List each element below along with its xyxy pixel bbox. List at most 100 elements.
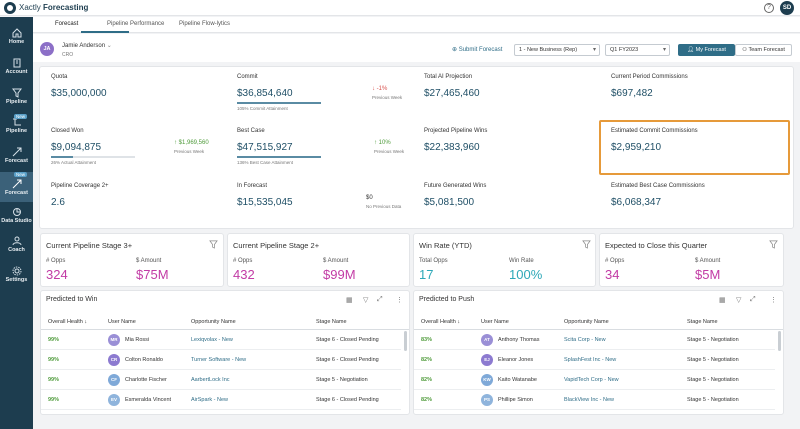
table-row[interactable]: 99% EV Esmeralda Vincent AirSpark - New Stag… [41, 390, 401, 410]
column-header[interactable]: User Name [108, 319, 136, 325]
tab-forecast[interactable]: Forecast [55, 21, 79, 27]
opportunity-link[interactable]: AarbertLock Inc [191, 377, 230, 383]
column-header[interactable]: Opportunity Name [564, 319, 609, 325]
column-header[interactable]: Opportunity Name [191, 319, 236, 325]
help-icon[interactable]: ? [764, 3, 774, 13]
grid-icon[interactable]: ▦ [346, 297, 353, 304]
card-value: 432 [233, 267, 255, 282]
column-header[interactable]: Overall Health ↓ [421, 319, 461, 325]
more-icon[interactable]: ⋮ [770, 297, 777, 304]
table-row[interactable]: 99% CF Charlotte Fischer AarbertLock Inc Sta… [41, 370, 401, 390]
table-row[interactable]: 83% AT Anthony Thomas Scita Corp - New Stage… [414, 330, 775, 350]
user-icon: 👤︎ [687, 47, 695, 53]
my-forecast-label: My Forecast [695, 47, 726, 53]
metric-label: Projected Pipeline Wins [424, 128, 488, 134]
table-row[interactable]: 82% EJ Eleanor Jones SplashFest Inc - New St… [414, 350, 775, 370]
opportunity-link[interactable]: SplashFest Inc - New [564, 357, 617, 363]
card-title: Win Rate (YTD) [419, 241, 472, 250]
more-icon[interactable]: ⋮ [396, 297, 403, 304]
attainment-bar [237, 102, 321, 104]
metric-value: $9,094,875 [51, 142, 102, 153]
sidebar-item-forecast[interactable]: Forecast [0, 144, 33, 170]
predicted-to-push-table: Predicted to Push ▦ ▽ ⤢ ⋮ Overall Health… [413, 290, 784, 415]
sidebar-item-pipeline-new[interactable]: New Pipeline [0, 114, 33, 140]
header-divider [41, 329, 409, 330]
filter-icon[interactable] [769, 240, 778, 249]
column-header[interactable]: Stage Name [687, 319, 718, 325]
sidebar-item-label: Forecast [5, 190, 28, 196]
overall-health: 99% [48, 377, 60, 383]
predicted-to-win-table: Predicted to Win ▦ ▽ ⤢ ⋮ Overall Health … [40, 290, 410, 415]
opportunity-link[interactable]: Turner Software - New [191, 357, 247, 363]
metric-closed-won: Closed Won $9,094,875 26% Actual Attainm… [51, 128, 135, 165]
scrollbar[interactable] [778, 331, 781, 351]
sidebar-item-coach[interactable]: Coach [0, 233, 33, 259]
opportunity-link[interactable]: AirSpark - New [191, 397, 228, 403]
metric-label: Quota [51, 74, 68, 80]
sidebar-item-label: Account [5, 69, 28, 75]
filter-icon[interactable]: ▽ [363, 297, 369, 304]
app-brand: Xactly Forecasting [19, 3, 88, 12]
table-row[interactable]: 82% PS Phillipe Simon BlackView Inc - New St… [414, 390, 775, 410]
metric-value: $27,465,460 [424, 88, 480, 99]
metric-label: Closed Won [51, 128, 84, 134]
tab-pipeline-flowlytics[interactable]: Pipeline Flow-lytics [179, 21, 231, 27]
opportunity-link[interactable]: BlackView Inc - New [564, 397, 615, 403]
header-divider [414, 329, 783, 330]
table-header: Overall Health ↓ User Name Opportunity N… [41, 317, 409, 329]
forecast-icon [12, 147, 21, 157]
metric-value: $697,482 [611, 88, 653, 99]
scrollbar[interactable] [404, 331, 407, 351]
metric-total-ai-projection: Total AI Projection $27,465,460 [424, 74, 480, 99]
opportunity-link[interactable]: Scita Corp - New [564, 337, 606, 343]
table-header: Overall Health ↓ User Name Opportunity N… [414, 317, 783, 329]
expand-icon[interactable]: ⤢ [377, 296, 383, 303]
user-name: Phillipe Simon [498, 397, 533, 403]
overall-health: 83% [421, 337, 433, 343]
column-header[interactable]: Overall Health ↓ [48, 319, 88, 325]
sidebar-item-forecast-new[interactable]: New Forecast [0, 172, 33, 202]
user-avatar-button[interactable]: SD [780, 1, 794, 15]
metric-subtext: 136% Best Case Attainment [237, 160, 294, 165]
opportunity-link[interactable]: VapidTech Corp - New [564, 377, 619, 383]
opportunity-link[interactable]: Lexiqvolax - New [191, 337, 233, 343]
stage-name: Stage 5 - Negotiation [687, 397, 739, 403]
sidebar-item-account[interactable]: Account [0, 55, 33, 81]
filter-icon[interactable] [209, 240, 218, 249]
column-header[interactable]: Stage Name [316, 319, 347, 325]
metric-in-forecast: In Forecast $15,535,045 [237, 183, 293, 208]
sidebar-item-data-studio[interactable]: Data Studio [0, 204, 33, 230]
my-forecast-button[interactable]: 👤︎ My Forecast [678, 44, 735, 56]
expand-icon[interactable]: ⤢ [750, 296, 756, 303]
card-value: $99M [323, 267, 356, 282]
metric-value: $15,535,045 [237, 197, 293, 208]
submit-forecast-button[interactable]: ⊕ Submit Forecast [452, 46, 502, 53]
metric-estimated-commit-commissions[interactable]: Estimated Commit Commissions $2,959,210 [611, 128, 698, 153]
column-header[interactable]: User Name [481, 319, 509, 325]
filter-icon[interactable]: ▽ [736, 297, 742, 304]
metric-label: Best Case [237, 128, 265, 134]
metric-value: $2,959,210 [611, 142, 662, 153]
closed-won-delta-subtext: Previous Week [174, 149, 205, 154]
tab-pipeline-performance[interactable]: Pipeline Performance [107, 21, 165, 27]
sidebar-item-home[interactable]: Home [0, 25, 33, 51]
sidebar-item-pipeline[interactable]: Pipeline [0, 85, 33, 111]
business-type-select[interactable]: 1 - New Business (Rep) [514, 44, 600, 56]
avatar: CF [108, 374, 120, 386]
filter-icon[interactable] [582, 240, 591, 249]
coach-icon [12, 236, 21, 246]
period-select[interactable]: Q1 FY2023 [605, 44, 670, 56]
metric-value: $36,854,640 [237, 88, 293, 99]
row-divider [414, 349, 775, 350]
card-win-rate: Win Rate (YTD) Total Opps 17 Win Rate 10… [413, 233, 596, 287]
metric-best-case: Best Case $47,515,927 136% Best Case Att… [237, 128, 321, 165]
team-forecast-button[interactable]: ⚇ Team Forecast [735, 44, 792, 56]
card-value: $75M [136, 267, 169, 282]
table-row[interactable]: 99% MR Mia Rossi Lexiqvolax - New Stage 6 - … [41, 330, 401, 350]
user-selector[interactable]: Jamie Anderson ⌄ [62, 42, 112, 49]
sidebar-item-settings[interactable]: Settings [0, 263, 33, 289]
table-row[interactable]: 99% CR Colton Ronaldo Turner Software - New… [41, 350, 401, 370]
table-row[interactable]: 82% KW Kaito Watanabe VapidTech Corp - New S… [414, 370, 775, 390]
grid-icon[interactable]: ▦ [719, 297, 726, 304]
sidebar-item-label: Pipeline [5, 128, 28, 134]
